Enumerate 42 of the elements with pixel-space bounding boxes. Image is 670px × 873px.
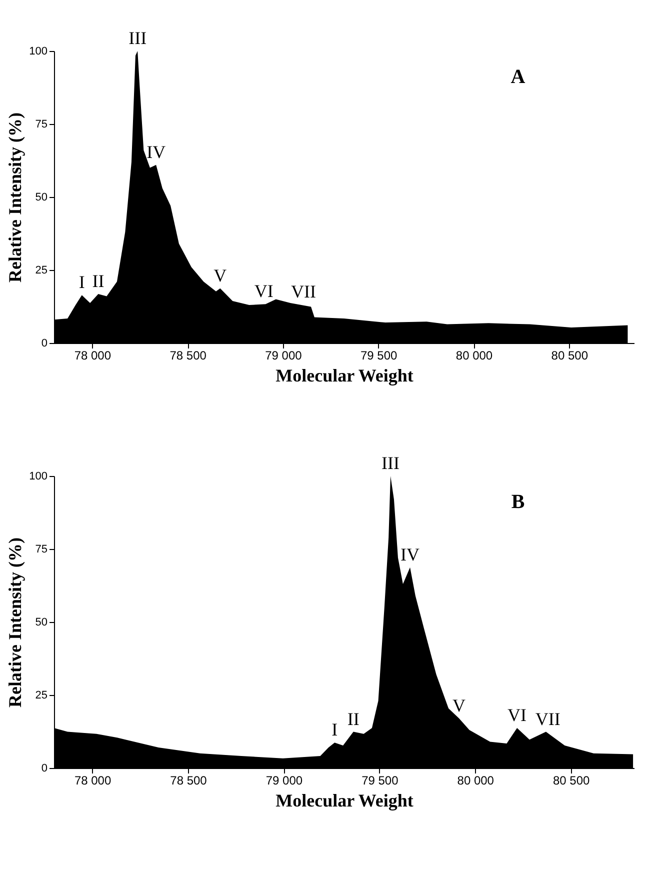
x-tick-label: 79 000 <box>266 774 303 788</box>
annotation: B <box>511 491 525 513</box>
x-tick-label: 78 500 <box>170 774 208 788</box>
annotation: V <box>214 265 227 286</box>
y-tick-label: 25 <box>35 264 48 276</box>
x-axis-title: Molecular Weight <box>276 790 414 810</box>
annotation: VI <box>254 281 274 302</box>
x-tick-label: 80 500 <box>551 348 588 362</box>
x-tick-label: 80 500 <box>552 774 590 788</box>
annotation: II <box>347 708 360 729</box>
y-tick-label: 25 <box>35 690 48 702</box>
annotation: VI <box>508 704 527 725</box>
x-tick-label: 79 000 <box>265 348 302 362</box>
annotation: III <box>128 28 147 48</box>
y-tick-label: 100 <box>29 46 48 58</box>
annotation: VII <box>291 281 316 302</box>
annotation: A <box>510 66 526 88</box>
x-tick-label: 79 500 <box>362 774 399 788</box>
y-tick-label: 75 <box>35 544 48 556</box>
x-tick-label: 79 500 <box>360 348 398 362</box>
y-axis-title: Relative Intensity (%) <box>5 112 26 282</box>
y-tick-label: 50 <box>35 616 48 628</box>
x-axis-title: Molecular Weight <box>276 366 414 386</box>
y-tick-label: 100 <box>29 470 48 482</box>
annotation: II <box>92 270 104 291</box>
x-tick-label: 78 000 <box>74 774 112 788</box>
y-tick-label: 0 <box>41 338 48 350</box>
annotation: VII <box>535 708 560 729</box>
x-tick-label: 80 000 <box>457 774 494 788</box>
y-axis-title: Relative Intensity (%) <box>5 538 26 708</box>
annotation: IV <box>400 544 420 564</box>
annotation: IV <box>146 142 166 162</box>
x-tick-label: 78 000 <box>74 348 112 362</box>
annotation: I <box>332 720 338 740</box>
y-tick-label: 75 <box>35 118 48 130</box>
y-tick-label: 50 <box>35 192 48 204</box>
annotation: III <box>382 453 400 473</box>
y-tick-label: 0 <box>41 762 48 774</box>
annotation: V <box>452 695 466 716</box>
x-tick-label: 80 000 <box>456 348 493 362</box>
x-tick-label: 78 500 <box>170 348 207 362</box>
annotation: I <box>78 272 85 292</box>
